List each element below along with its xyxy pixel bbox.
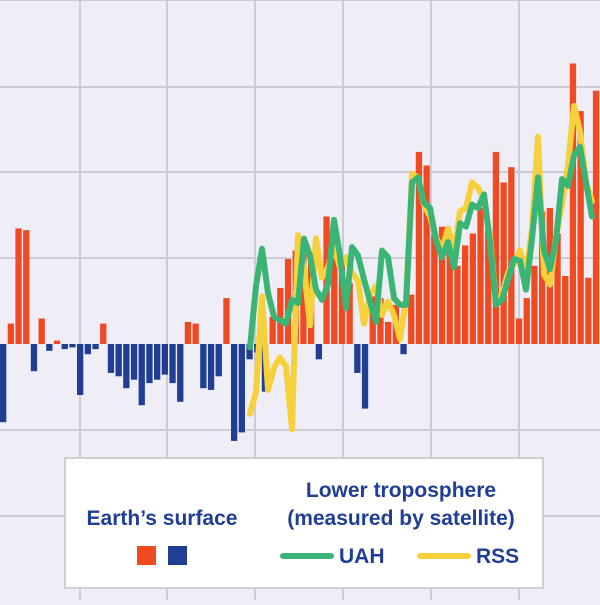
surface-bar — [123, 344, 129, 388]
surface-bar — [85, 344, 91, 354]
legend: Earth’s surface Lower troposphere (measu… — [65, 458, 543, 588]
surface-bar — [562, 276, 568, 344]
surface-bar — [23, 230, 29, 344]
surface-bar — [454, 266, 460, 344]
legend-positive-swatch — [137, 546, 156, 565]
surface-bar — [77, 344, 83, 395]
surface-bar — [470, 234, 476, 345]
surface-bar — [239, 344, 245, 432]
surface-bar — [62, 344, 68, 349]
surface-bar — [231, 344, 237, 441]
legend-surface-title: Earth’s surface — [87, 507, 238, 530]
surface-bar — [54, 341, 60, 344]
surface-bar — [501, 183, 507, 345]
surface-bar — [208, 344, 214, 390]
legend-troposphere-subtitle: (measured by satellite) — [287, 507, 515, 530]
surface-bar — [108, 344, 114, 373]
surface-bar — [531, 266, 537, 344]
surface-bar — [362, 344, 368, 409]
surface-bar — [216, 344, 222, 376]
surface-bar — [31, 344, 37, 371]
surface-bar — [8, 324, 14, 344]
surface-bar — [177, 344, 183, 402]
surface-bar — [270, 317, 276, 344]
surface-bar — [516, 319, 522, 345]
surface-bar — [154, 344, 160, 380]
surface-bar — [193, 324, 199, 344]
surface-bar — [585, 278, 591, 344]
surface-bar — [39, 319, 45, 345]
surface-bar — [223, 298, 229, 344]
surface-bar — [185, 322, 191, 344]
surface-bar — [508, 167, 514, 344]
surface-bar — [524, 298, 530, 344]
surface-bar — [385, 322, 391, 344]
surface-bar — [131, 344, 137, 380]
surface-bar — [139, 344, 145, 405]
surface-bar — [477, 208, 483, 344]
surface-bar — [15, 228, 21, 344]
surface-bar — [100, 324, 106, 344]
surface-bar — [462, 245, 468, 344]
surface-bar — [200, 344, 206, 388]
surface-bar — [354, 344, 360, 373]
surface-bar — [92, 344, 98, 349]
legend-troposphere-title: Lower troposphere — [306, 479, 496, 502]
surface-bar — [431, 235, 437, 344]
surface-bar — [169, 344, 175, 383]
legend-rss-label: RSS — [476, 545, 519, 568]
surface-bar — [146, 344, 152, 383]
surface-bar — [162, 344, 168, 375]
surface-bar — [116, 344, 122, 376]
legend-negative-swatch — [168, 546, 187, 565]
surface-bar — [400, 344, 406, 354]
surface-bar — [316, 344, 322, 359]
surface-bar — [69, 344, 75, 347]
legend-uah-label: UAH — [339, 545, 385, 568]
surface-bar — [0, 344, 6, 422]
surface-bar — [46, 344, 52, 351]
